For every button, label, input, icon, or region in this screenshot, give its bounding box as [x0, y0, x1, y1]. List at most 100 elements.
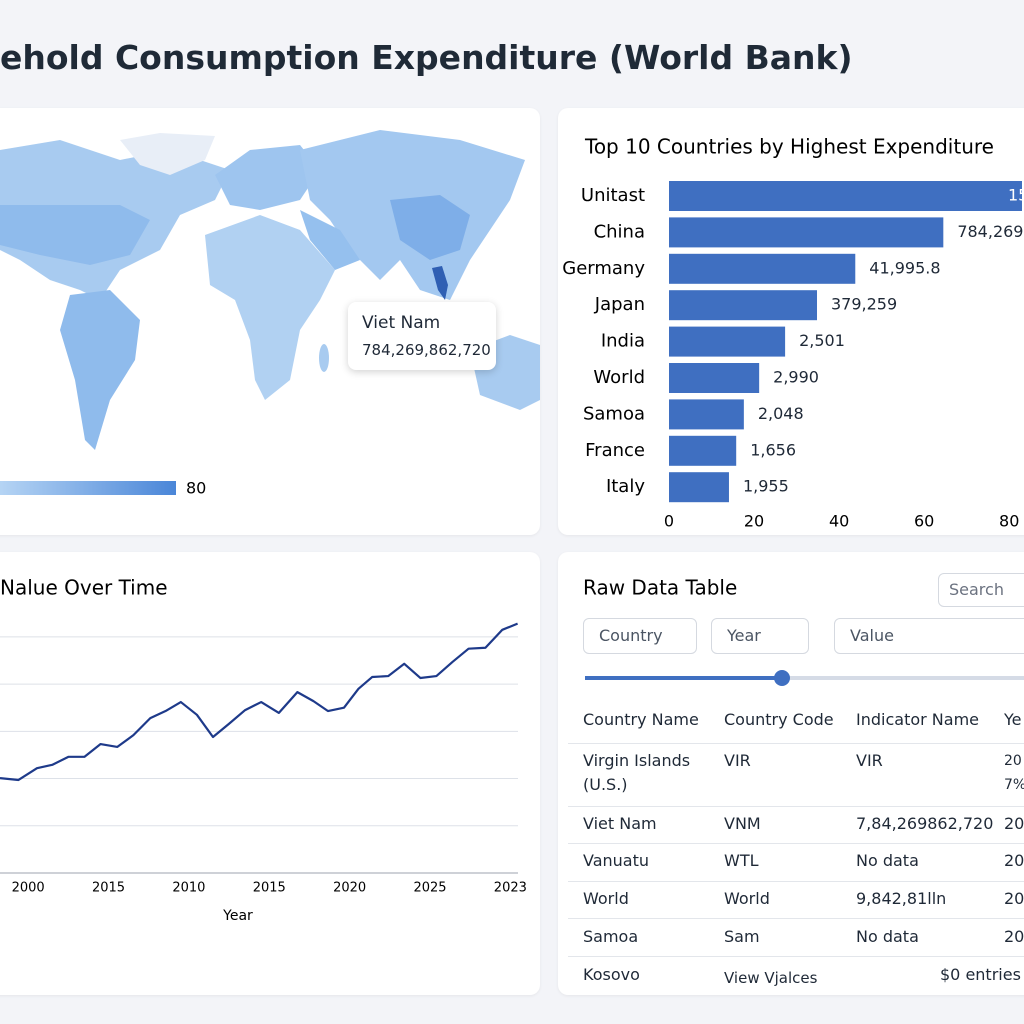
category-label: Germany: [562, 258, 645, 279]
row-separator: [568, 881, 1024, 882]
africa[interactable]: [205, 215, 335, 400]
column-header: Country Code: [724, 710, 834, 729]
category-label: Japan: [594, 294, 645, 315]
table-cell: 7,84,269862,720: [856, 814, 994, 833]
x-tick-label: 2023: [494, 881, 527, 896]
footer-entries: $0 entries: [940, 965, 1021, 984]
bar-annotation: 2,048: [758, 404, 804, 423]
bar: [669, 181, 1022, 211]
bar-annotation: 1,656: [750, 440, 796, 459]
row-separator: [568, 743, 1024, 744]
tooltip-value: 784,269,862,720: [362, 341, 491, 359]
x-tick-label: 2020: [333, 881, 366, 896]
table-cell: VIR: [856, 751, 883, 770]
column-header: Indicator Name: [856, 710, 979, 729]
column-header: Country Name: [583, 710, 699, 729]
footer-link[interactable]: View Vjalces: [724, 969, 818, 987]
viet-nam[interactable]: [432, 266, 448, 300]
bar: [669, 399, 744, 430]
table-cell: World: [583, 889, 629, 908]
table-cell: VNM: [724, 814, 761, 833]
x-tick-label: 2015: [253, 881, 286, 896]
slider-knob[interactable]: [774, 670, 790, 686]
table-cell: 20: [1004, 851, 1024, 870]
x-tick-label: 2025: [413, 881, 446, 896]
category-label: China: [594, 221, 645, 242]
table-cell: Samoa: [583, 927, 639, 946]
bar-panel: [558, 108, 1024, 535]
bar: [669, 326, 786, 357]
bar-annotation: 15: [1008, 186, 1024, 205]
bar: [669, 472, 729, 503]
filter-dropdown[interactable]: Country: [583, 618, 697, 654]
bar: [669, 435, 737, 466]
category-label: India: [601, 331, 645, 352]
bar-annotation: 379,259: [831, 295, 897, 314]
row-separator: [568, 956, 1024, 957]
category-label: World: [593, 367, 645, 388]
table-cell: Virgin Islands (U.S.): [583, 751, 691, 794]
china[interactable]: [390, 195, 470, 260]
line: [0, 622, 518, 782]
x-tick-label: 2015: [92, 881, 125, 896]
x-tick-label: 40: [829, 512, 849, 531]
world-map: [0, 130, 540, 450]
table-cell: Viet Nam: [583, 814, 657, 833]
x-tick-label: 20: [744, 512, 764, 531]
bar-annotation: 784,269: [957, 222, 1023, 241]
filter-dropdown[interactable]: Year: [711, 618, 809, 654]
table-cell: No data: [856, 851, 919, 870]
map-tooltip: Viet Nam 784,269,862,720: [348, 302, 496, 370]
bar: [669, 363, 760, 393]
line-panel: [0, 552, 540, 995]
footer-row-start: Kosovo: [583, 965, 640, 984]
table-cell: World: [724, 889, 770, 908]
column-header: Ye: [1004, 710, 1022, 729]
table-cell: Sam: [724, 927, 760, 946]
bar-annotation: 2,990: [773, 368, 819, 387]
category-label: Samoa: [583, 403, 645, 424]
table-cell: 20: [1004, 814, 1024, 833]
bar: [669, 290, 818, 321]
row-separator: [568, 843, 1024, 844]
south-america[interactable]: [60, 290, 140, 450]
usa[interactable]: [0, 205, 150, 265]
x-axis-label: Year: [222, 908, 253, 924]
europe[interactable]: [215, 145, 320, 210]
table-cell: No data: [856, 927, 919, 946]
x-tick-label: 2000: [12, 881, 45, 896]
category-label: Unitast: [581, 185, 645, 206]
row-separator: [568, 806, 1024, 807]
bar: [669, 253, 856, 284]
table-title: Raw Data Table: [583, 576, 737, 600]
x-tick-label: 60: [914, 512, 934, 531]
bar: [669, 217, 944, 248]
bar-chart-title: Top 10 Countries by Highest Expenditure: [584, 135, 994, 159]
row-separator: [568, 918, 1024, 919]
table-cell: 20: [1004, 927, 1024, 946]
bar-annotation: 2,501: [799, 331, 845, 350]
legend-gradient: [0, 481, 176, 495]
table-cell: Vanuatu: [583, 851, 650, 870]
table-cell: WTL: [724, 851, 759, 870]
table-cell: 20 7%: [1004, 753, 1024, 793]
greenland[interactable]: [120, 133, 215, 175]
page-title: ehold Consumption Expenditure (World Ban…: [0, 38, 853, 77]
bar-annotation: 1,955: [743, 477, 789, 496]
x-tick-label: 2010: [172, 881, 205, 896]
category-label: Italy: [606, 476, 645, 497]
table-cell: 20: [1004, 889, 1024, 908]
table-cell: VIR: [724, 751, 751, 770]
legend-max-label: 80: [186, 479, 206, 498]
table-cell: 9,842,81lln: [856, 889, 947, 908]
bar-annotation: 41,995.8: [869, 258, 940, 277]
madagascar[interactable]: [319, 344, 329, 372]
line-chart-title: Nalue Over Time: [0, 576, 168, 600]
filter-dropdown[interactable]: Value: [834, 618, 1024, 654]
middle-east[interactable]: [300, 210, 360, 270]
tooltip-country: Viet Nam: [362, 313, 441, 333]
search-box[interactable]: Search: [938, 573, 1024, 607]
x-tick-label: 80: [999, 512, 1019, 531]
